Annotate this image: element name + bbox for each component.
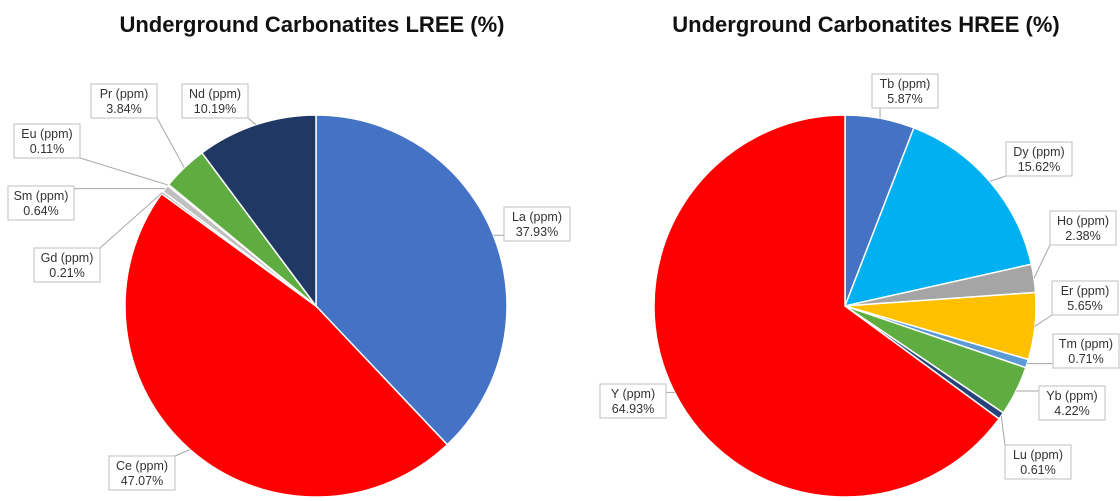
data-label-value: 37.93%: [516, 225, 558, 239]
pie-chart-1: Underground Carbonatites LREE (%) La (ppm…: [7, 12, 571, 498]
data-label-box: [7, 185, 75, 221]
data-label-box: [871, 73, 939, 109]
leader-line: [1033, 244, 1051, 279]
data-label-value: 5.87%: [887, 92, 922, 106]
data-label-name: Er (ppm): [1061, 284, 1110, 298]
data-label-box: [181, 83, 249, 119]
data-label-name: Tb (ppm): [880, 77, 931, 91]
leader-line: [174, 449, 191, 457]
data-label-box: [1005, 141, 1073, 177]
data-label-name: Lu (ppm): [1013, 448, 1063, 462]
data-label-value: 4.22%: [1054, 404, 1089, 418]
data-label-box: [108, 455, 176, 491]
data-label-name: Pr (ppm): [100, 87, 149, 101]
data-label-name: Ce (ppm): [116, 459, 168, 473]
data-label-box: [503, 206, 571, 242]
data-label-value: 47.07%: [121, 474, 163, 488]
data-label-box: [1052, 333, 1120, 369]
data-label-box: [599, 383, 667, 419]
data-label-value: 15.62%: [1018, 160, 1060, 174]
leader-line: [79, 157, 169, 186]
data-label-value: 0.71%: [1068, 352, 1103, 366]
data-label-name: Ho (ppm): [1057, 214, 1109, 228]
chart-title: Underground Carbonatites HREE (%): [672, 12, 1059, 37]
data-label-box: [90, 83, 158, 119]
data-label-value: 0.61%: [1020, 463, 1055, 477]
data-label-name: Tm (ppm): [1059, 337, 1113, 351]
data-label-value: 64.93%: [612, 402, 654, 416]
data-label-box: [1004, 444, 1072, 480]
data-label-value: 5.65%: [1067, 299, 1102, 313]
slice-nd: [200, 114, 317, 309]
data-label-name: Y (ppm): [611, 387, 655, 401]
leader-line: [156, 117, 185, 168]
data-label-box: [1038, 385, 1106, 421]
data-label-value: 0.21%: [49, 266, 84, 280]
data-label-box: [1051, 280, 1119, 316]
data-label-value: 10.19%: [194, 102, 236, 116]
leader-line: [99, 192, 163, 249]
data-label-name: Gd (ppm): [41, 251, 94, 265]
leader-line: [989, 175, 1007, 182]
data-label-value: 2.38%: [1065, 229, 1100, 243]
data-label-box: [1049, 210, 1117, 246]
data-label-box: [33, 247, 101, 283]
data-label-name: Eu (ppm): [21, 127, 72, 141]
leader-line: [1000, 415, 1006, 446]
data-label-value: 0.11%: [30, 142, 65, 156]
data-label-value: 0.64%: [23, 204, 58, 218]
slice-dy: [843, 126, 1033, 308]
data-label-name: Dy (ppm): [1013, 145, 1064, 159]
data-label-name: Nd (ppm): [189, 87, 241, 101]
leader-line: [1034, 314, 1053, 327]
data-label-box: [13, 123, 81, 159]
data-label-name: Sm (ppm): [14, 189, 69, 203]
data-label-name: La (ppm): [512, 210, 562, 224]
chart-title: Underground Carbonatites LREE (%): [119, 12, 504, 37]
pie-chart-2: Underground Carbonatites HREE (%) Tb (ppm…: [599, 12, 1120, 498]
leader-line: [247, 117, 257, 126]
data-label-value: 3.84%: [106, 102, 141, 116]
data-label-name: Yb (ppm): [1046, 389, 1097, 403]
